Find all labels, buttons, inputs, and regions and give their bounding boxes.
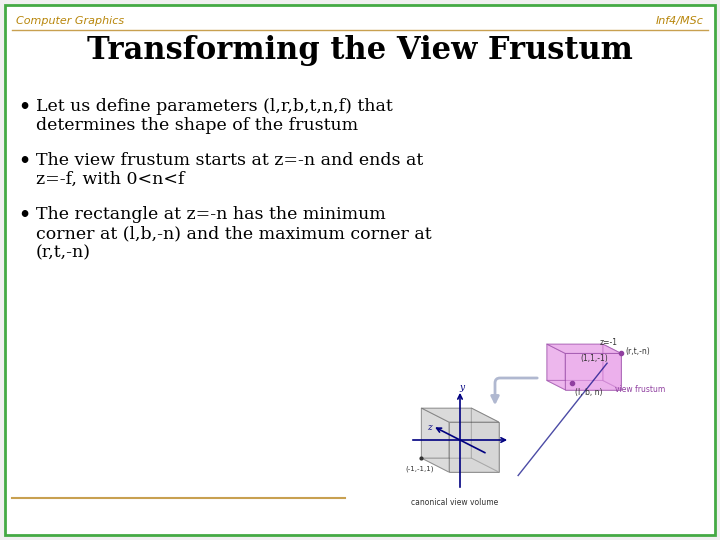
Text: z: z xyxy=(427,423,431,432)
Text: Computer Graphics: Computer Graphics xyxy=(16,16,124,26)
Text: Inf4/MSc: Inf4/MSc xyxy=(656,16,704,26)
Text: The rectangle at z=-n has the minimum: The rectangle at z=-n has the minimum xyxy=(36,206,386,223)
Polygon shape xyxy=(421,408,449,472)
Polygon shape xyxy=(421,408,499,422)
Text: (1,1,-1): (1,1,-1) xyxy=(581,354,608,363)
Text: •: • xyxy=(18,206,30,224)
Text: view frustum: view frustum xyxy=(615,386,665,395)
Text: corner at (l,b,-n) and the maximum corner at: corner at (l,b,-n) and the maximum corne… xyxy=(36,225,431,242)
Text: •: • xyxy=(18,98,30,116)
Polygon shape xyxy=(565,353,621,390)
Text: (l, b, n): (l, b, n) xyxy=(575,388,603,397)
FancyBboxPatch shape xyxy=(5,5,715,535)
Text: determines the shape of the frustum: determines the shape of the frustum xyxy=(36,117,358,134)
Text: The view frustum starts at z=-n and ends at: The view frustum starts at z=-n and ends… xyxy=(36,152,423,169)
Text: Let us define parameters (l,r,b,t,n,f) that: Let us define parameters (l,r,b,t,n,f) t… xyxy=(36,98,392,115)
Polygon shape xyxy=(546,344,621,353)
Text: •: • xyxy=(18,152,30,170)
Text: (-1,-1,1): (-1,-1,1) xyxy=(405,466,433,472)
Text: z=-f, with 0<n<f: z=-f, with 0<n<f xyxy=(36,171,184,188)
Polygon shape xyxy=(546,344,565,390)
Text: Transforming the View Frustum: Transforming the View Frustum xyxy=(87,35,633,66)
Polygon shape xyxy=(546,344,603,380)
Polygon shape xyxy=(421,458,499,472)
Polygon shape xyxy=(421,408,472,458)
Text: z=-1: z=-1 xyxy=(599,338,618,347)
Text: (r,t,-n): (r,t,-n) xyxy=(625,347,650,356)
Polygon shape xyxy=(449,422,499,472)
Polygon shape xyxy=(603,344,621,390)
Text: y: y xyxy=(459,383,464,392)
Polygon shape xyxy=(472,408,499,472)
Polygon shape xyxy=(546,380,621,390)
Text: canonical view volume: canonical view volume xyxy=(411,498,499,507)
Text: (r,t,-n): (r,t,-n) xyxy=(36,244,91,261)
